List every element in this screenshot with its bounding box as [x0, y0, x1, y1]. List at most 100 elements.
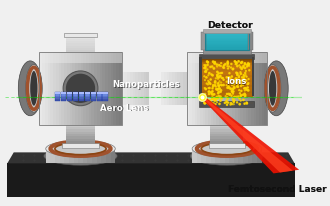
Point: [224, 84, 229, 88]
Bar: [90, 96, 96, 98]
Bar: [116, 53, 119, 125]
Point: [204, 61, 210, 64]
Bar: [103, 53, 105, 125]
Bar: [39, 53, 122, 63]
Ellipse shape: [44, 147, 117, 165]
Bar: [235, 53, 238, 125]
Bar: [211, 149, 215, 164]
Bar: [73, 92, 78, 102]
Bar: [84, 96, 90, 98]
Point: [225, 81, 231, 84]
Point: [223, 63, 228, 67]
Bar: [262, 53, 264, 125]
Point: [233, 63, 238, 67]
Bar: [192, 149, 197, 164]
Ellipse shape: [264, 62, 288, 116]
Point: [229, 63, 234, 66]
Point: [227, 93, 233, 96]
Point: [238, 73, 244, 76]
Bar: [48, 53, 50, 125]
Bar: [97, 149, 101, 164]
Bar: [254, 53, 256, 125]
Bar: [201, 73, 252, 75]
Bar: [39, 53, 42, 125]
Point: [202, 101, 207, 105]
Point: [247, 69, 252, 73]
Point: [239, 94, 244, 97]
Point: [208, 66, 213, 69]
Point: [245, 65, 250, 68]
Point: [238, 66, 243, 70]
Point: [210, 66, 215, 69]
Point: [200, 95, 205, 99]
Point: [226, 85, 231, 89]
Point: [224, 76, 229, 80]
Point: [223, 95, 228, 98]
Bar: [90, 100, 96, 102]
Point: [229, 84, 235, 87]
Point: [240, 84, 246, 87]
Point: [220, 77, 225, 80]
Point: [216, 85, 221, 88]
Point: [228, 88, 233, 91]
Ellipse shape: [18, 62, 42, 116]
Bar: [225, 149, 229, 164]
Bar: [238, 53, 240, 125]
Bar: [195, 53, 197, 125]
Point: [214, 66, 220, 69]
Bar: [201, 89, 252, 91]
Text: Femtosecond Laser: Femtosecond Laser: [228, 184, 327, 193]
Bar: [206, 53, 208, 125]
Point: [206, 87, 211, 90]
Point: [245, 83, 250, 87]
Point: [235, 72, 240, 76]
Point: [234, 79, 239, 82]
Ellipse shape: [66, 74, 95, 103]
Bar: [201, 78, 252, 80]
Point: [213, 99, 218, 102]
Bar: [84, 92, 90, 102]
Bar: [72, 53, 75, 125]
Point: [216, 76, 221, 80]
Point: [245, 86, 250, 90]
Bar: [211, 132, 243, 134]
Bar: [55, 100, 60, 102]
Bar: [133, 73, 135, 105]
Point: [204, 101, 209, 104]
Point: [230, 92, 236, 96]
Bar: [66, 130, 95, 132]
Point: [206, 80, 211, 83]
Bar: [101, 149, 106, 164]
Bar: [84, 92, 90, 95]
Bar: [211, 37, 243, 39]
Bar: [61, 92, 66, 95]
Bar: [201, 86, 252, 88]
Point: [210, 94, 215, 97]
Point: [229, 90, 234, 93]
Point: [229, 95, 234, 98]
Point: [206, 93, 212, 96]
Point: [206, 74, 211, 78]
Bar: [103, 92, 108, 102]
Bar: [67, 94, 72, 96]
Bar: [211, 141, 243, 144]
Point: [233, 78, 238, 82]
Point: [241, 65, 246, 68]
Point: [226, 76, 232, 80]
Bar: [37, 69, 38, 109]
Bar: [175, 73, 178, 105]
Bar: [199, 58, 202, 96]
Bar: [67, 53, 70, 125]
Bar: [66, 46, 95, 48]
Point: [230, 99, 236, 103]
Bar: [138, 73, 141, 105]
Point: [217, 64, 222, 68]
Point: [228, 67, 234, 70]
Bar: [211, 139, 243, 141]
Point: [225, 96, 230, 99]
Bar: [201, 62, 252, 63]
Point: [243, 72, 248, 75]
Point: [238, 71, 243, 75]
Point: [243, 63, 248, 67]
Bar: [103, 96, 108, 98]
